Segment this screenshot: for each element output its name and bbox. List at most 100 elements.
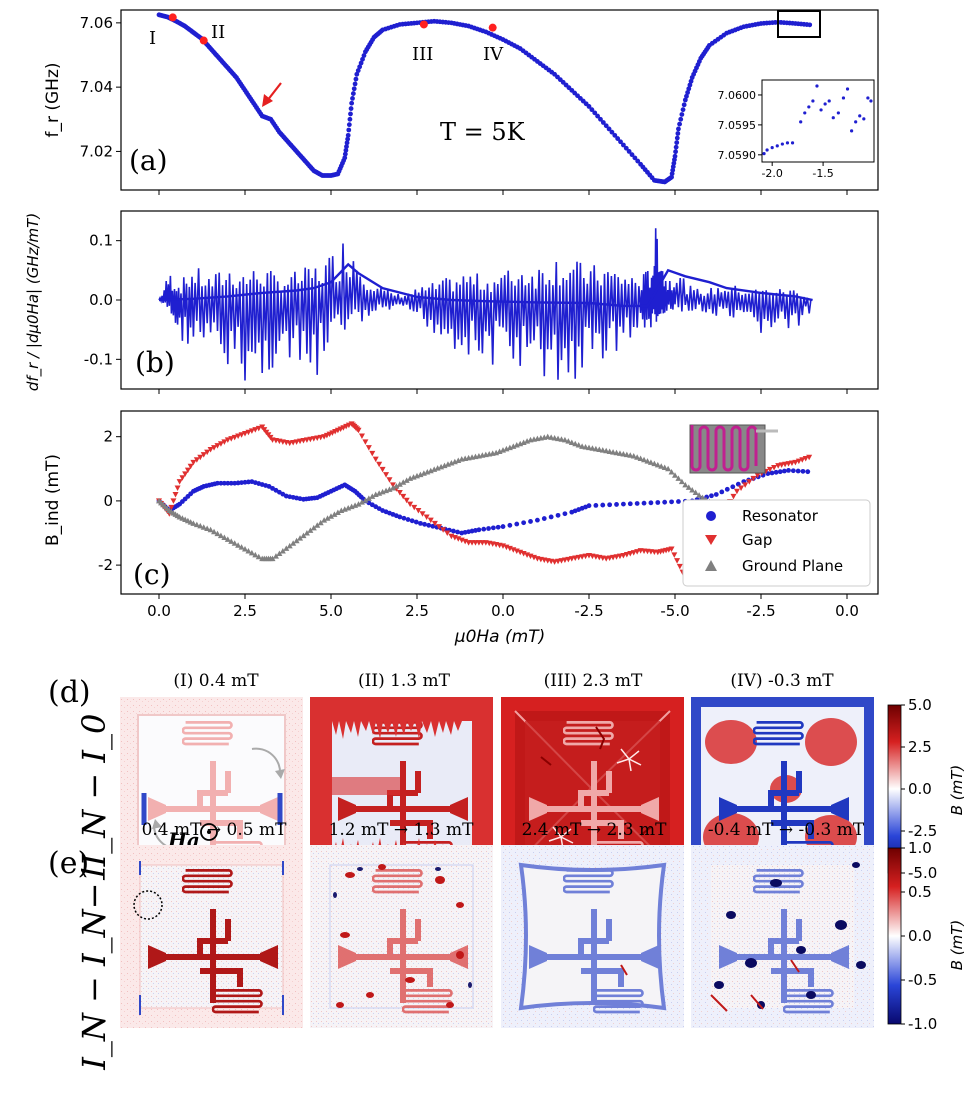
gap-point	[168, 504, 175, 511]
ground-point	[623, 451, 630, 458]
point-label-IV: IV	[483, 44, 504, 65]
resonator-point	[225, 480, 231, 486]
gap-point	[568, 556, 575, 562]
ground-point	[558, 436, 565, 442]
ground-point	[231, 540, 238, 546]
magnetic-image-e4	[691, 845, 874, 1028]
gap-point	[746, 479, 753, 485]
ground-point	[228, 538, 235, 544]
ground-point	[293, 537, 300, 544]
inset-point	[770, 146, 774, 150]
gap-point	[771, 465, 778, 471]
ground-point	[613, 449, 620, 456]
data-point	[586, 104, 592, 109]
data-point	[677, 121, 682, 127]
resonator-point	[607, 502, 613, 508]
ground-point	[358, 499, 365, 505]
gap-point	[197, 454, 204, 461]
magnetic-image-e3	[501, 845, 684, 1028]
gap-point	[788, 460, 795, 467]
legend-ground-label: Ground Plane	[742, 557, 843, 575]
colorbar-tick-label: -1.0	[908, 1015, 937, 1033]
gap-point	[795, 458, 802, 465]
resonator-point	[409, 518, 415, 524]
ground-point	[207, 526, 214, 533]
resonator-point	[535, 517, 540, 523]
panel-d-label: (d)	[48, 675, 91, 710]
data-point	[351, 86, 357, 92]
gap-point	[613, 554, 620, 560]
inset-point	[765, 148, 769, 152]
inset-point	[780, 142, 784, 146]
gap-point	[627, 551, 634, 557]
data-point	[595, 113, 600, 119]
resonator-point	[769, 470, 775, 476]
inset-point	[811, 99, 815, 103]
inset-point	[850, 129, 854, 133]
resonator-point	[418, 520, 423, 526]
x-tick-label: 5.0	[319, 602, 343, 620]
gap-point	[228, 436, 235, 442]
ground-point	[689, 486, 696, 493]
ground-point	[620, 451, 627, 457]
colorbar-tick-label: -5.0	[908, 864, 937, 882]
gap-point	[407, 501, 414, 508]
resonator-point	[455, 529, 460, 535]
ground-point	[675, 475, 682, 481]
ground-point	[658, 463, 665, 469]
svg-text:df_r / |dμ0Ha| (GHz/mT): df_r / |dμ0Ha| (GHz/mT)	[24, 213, 43, 391]
gap-point	[214, 443, 221, 449]
gap-point	[603, 556, 610, 562]
gap-point	[184, 467, 191, 474]
data-point	[675, 131, 681, 136]
ground-point	[682, 481, 689, 488]
resonator-point	[634, 501, 640, 506]
ground-point	[665, 465, 672, 472]
resonator-point	[521, 520, 527, 526]
ground-point	[235, 542, 242, 548]
ground-point	[400, 479, 407, 485]
gap-point	[561, 557, 568, 563]
resonator-point	[405, 517, 411, 522]
gap-point	[362, 439, 369, 445]
ground-point	[403, 477, 410, 483]
resonator-point	[239, 480, 244, 485]
x-axis-label: μ0Ha (mT)	[454, 627, 545, 647]
ground-point	[586, 444, 592, 451]
data-point	[346, 122, 352, 128]
inset-point	[775, 144, 779, 148]
inset-y-tick-label: 7.0590	[718, 149, 757, 162]
ground-point	[355, 501, 362, 507]
gap-point	[170, 498, 177, 504]
inset-point	[785, 141, 790, 145]
gap-point	[754, 472, 761, 479]
ground-point	[589, 445, 596, 451]
resonator-point	[486, 526, 491, 531]
ground-point	[245, 547, 252, 554]
ground-point	[321, 517, 328, 523]
panel-e-title-3: 2.4 mT → 2.3 mT	[522, 820, 668, 840]
highlight-point	[488, 23, 497, 32]
data-point	[635, 158, 641, 164]
ground-point	[582, 443, 589, 450]
colorbar-tick-label: 5.0	[908, 696, 932, 714]
gap-point	[190, 459, 197, 466]
point-label-II: II	[211, 22, 225, 43]
ground-point	[699, 494, 706, 501]
inset-x-tick-label: -2.0	[761, 167, 782, 180]
ground-point	[217, 532, 224, 539]
colorbar-tick-label: -2.5	[908, 822, 937, 840]
data-point	[346, 127, 352, 133]
resonator-point	[600, 502, 606, 508]
y-tick-label: 7.02	[80, 142, 113, 160]
gap-point	[674, 558, 681, 564]
gap-point	[235, 433, 242, 440]
legend-resonator-label: Resonator	[742, 507, 819, 525]
ground-point	[317, 519, 324, 526]
point-label-III: III	[412, 44, 433, 65]
data-point	[678, 116, 684, 122]
panel-d-title-3: (III) 2.3 mT	[544, 671, 643, 691]
resonator-point	[655, 500, 661, 505]
resonator-point	[235, 480, 241, 486]
panel-c-axes	[120, 410, 879, 595]
